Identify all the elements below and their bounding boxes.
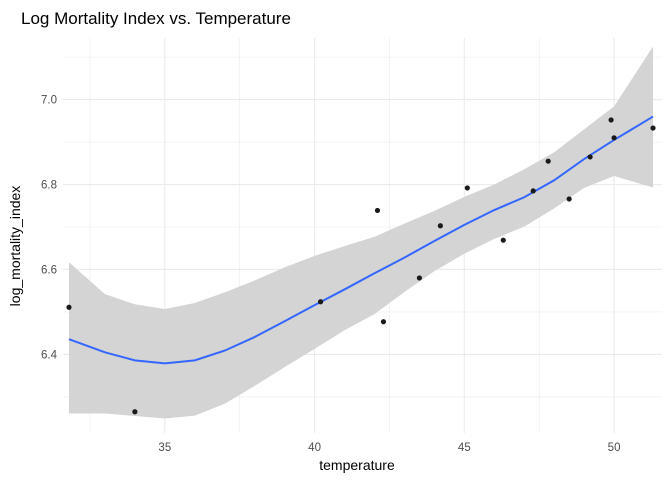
x-tick-label: 35 [158,442,171,454]
data-point [608,117,614,123]
data-point [587,154,593,160]
data-point [650,125,656,131]
data-point [132,409,138,415]
data-point [66,304,72,310]
data-point [530,188,536,194]
y-tick-label: 6.8 [41,180,57,192]
smooth-trend-line [68,115,654,365]
y-tick-label: 6.6 [41,264,57,276]
data-point [437,223,443,229]
y-tick-label: 6.4 [41,349,58,361]
data-point [545,158,551,164]
chart-title: Log Mortality Index vs. Temperature [21,9,291,28]
data-point [374,207,381,214]
data-point [566,196,572,202]
x-tick-label: 50 [608,442,621,454]
x-tick-label: 40 [308,442,321,454]
data-point [416,275,423,281]
x-axis-title: temperature [319,457,395,473]
y-axis-title: log_mortality_index [7,186,23,307]
y-tick-label: 7.0 [41,95,57,107]
y-axis-tick-labels: 6.4 6.6 6.8 7.0 [41,95,58,362]
confidence-ribbon [68,46,654,419]
scatter-points [66,117,656,415]
data-point [611,135,617,141]
x-tick-label: 45 [458,442,471,454]
data-point [317,299,324,305]
data-point [500,237,506,243]
x-axis-tick-labels: 35 40 45 50 [158,442,620,454]
data-point [464,185,470,191]
data-point [380,319,387,325]
